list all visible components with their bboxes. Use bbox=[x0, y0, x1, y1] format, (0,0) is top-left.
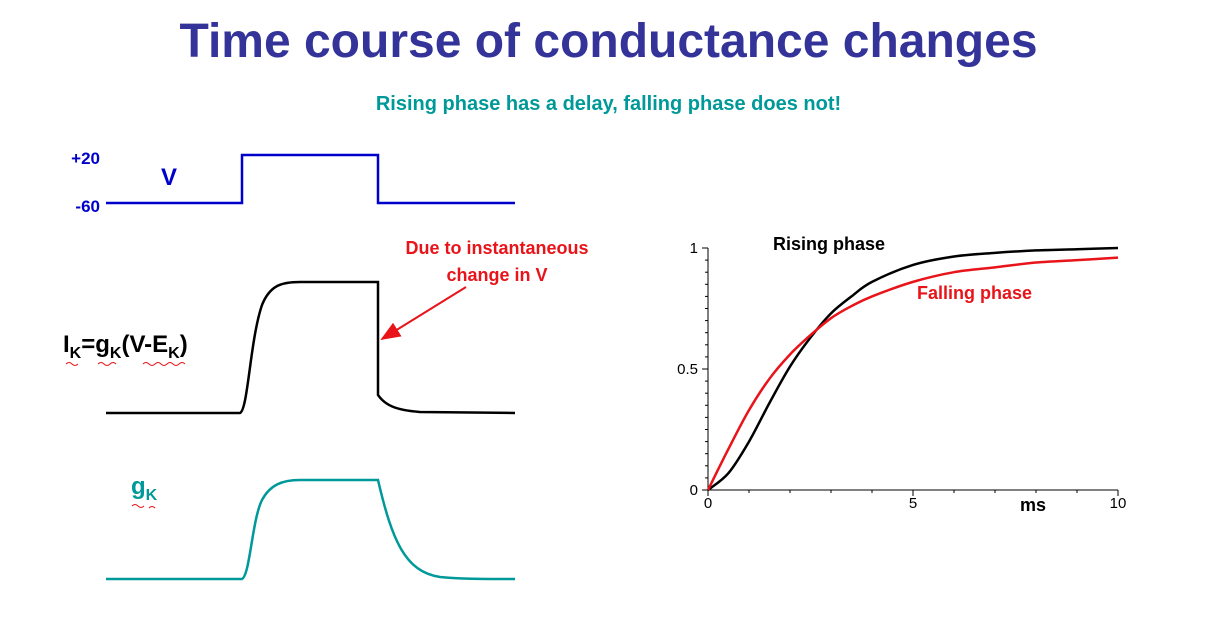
conductance-squiggle-underline bbox=[131, 504, 156, 509]
y-tick-label: 0 bbox=[690, 482, 698, 499]
conductance-label: gK bbox=[131, 473, 158, 504]
chart-ticks: 0 5 10 0 0.5 1 bbox=[677, 240, 1126, 512]
conductance-trace-line bbox=[106, 478, 516, 581]
x-tick-label: 0 bbox=[704, 495, 712, 512]
current-trace-line bbox=[106, 280, 516, 415]
conductance-time-course-chart: 0 5 10 0 0.5 1 ms Rising phase Falling phase bbox=[677, 234, 1126, 515]
current-trace-group: IK=gK(V-EK) bbox=[63, 280, 516, 415]
voltage-low-label: -60 bbox=[75, 197, 100, 216]
x-tick-label: 10 bbox=[1110, 495, 1127, 512]
current-equation-label: IK=gK(V-EK) bbox=[63, 331, 188, 362]
annotation-line-1: Due to instantaneous bbox=[405, 238, 588, 258]
conductance-trace-group: gK bbox=[106, 473, 516, 581]
annotation-line-2: change in V bbox=[446, 265, 547, 285]
rising-phase-line bbox=[707, 246, 1119, 491]
x-axis-label: ms bbox=[1020, 495, 1046, 515]
y-tick-label: 1 bbox=[690, 240, 698, 257]
current-squiggle-underline bbox=[65, 362, 186, 366]
chart-series bbox=[706, 246, 1119, 491]
page-subtitle: Rising phase has a delay, falling phase … bbox=[375, 93, 842, 115]
x-tick-label: 5 bbox=[909, 495, 917, 512]
page-title: Time course of conductance changes bbox=[179, 15, 1038, 68]
annotation-group: Due to instantaneous change in V bbox=[380, 238, 589, 341]
legend-rising-phase: Rising phase bbox=[773, 234, 885, 254]
y-tick-label: 0.5 bbox=[677, 361, 698, 378]
annotation-arrow bbox=[380, 286, 467, 341]
legend-falling-phase: Falling phase bbox=[917, 283, 1032, 303]
voltage-high-label: +20 bbox=[71, 149, 100, 168]
voltage-step-line bbox=[106, 153, 515, 205]
falling-phase-line bbox=[706, 256, 1119, 491]
voltage-trace-group: +20 -60 V bbox=[71, 149, 515, 216]
voltage-label: V bbox=[161, 164, 177, 191]
